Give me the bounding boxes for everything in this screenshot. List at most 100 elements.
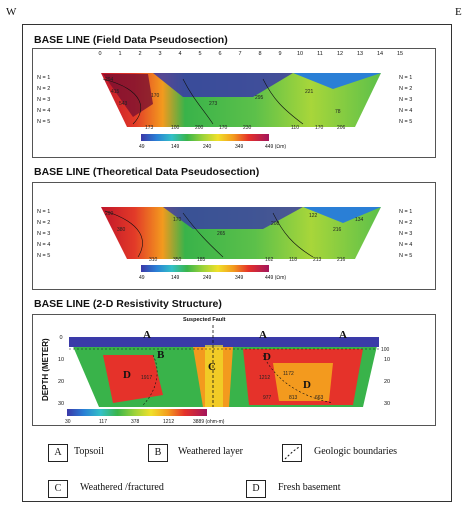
value-label: 100 <box>171 125 180 131</box>
value-label: 185 <box>197 257 206 263</box>
region-label: C <box>208 361 216 373</box>
x-tick: 6 <box>218 51 222 57</box>
colorbar <box>141 134 269 141</box>
value-label: 170 <box>173 217 182 223</box>
x-tick: 2 <box>138 51 142 57</box>
suspected-fault-label: Suspected Fault <box>183 317 226 323</box>
n-label: N = 3 <box>37 97 51 103</box>
legend-boundary-key <box>282 444 302 462</box>
value-label: 265 <box>217 231 226 237</box>
value-label: 813 <box>289 395 298 401</box>
dashed-boundary-icon <box>284 446 300 460</box>
panel1: N = 1 N = 2 N = 3 N = 4 N = 5 N = 1 N = … <box>32 48 436 158</box>
x-tick: 12 <box>336 51 344 57</box>
west-label: W <box>6 6 17 18</box>
region-label: D <box>303 379 311 391</box>
panel3: Suspected Fault DEPTH (METER) 0 10 20 30… <box>32 314 436 426</box>
value-label: 290 <box>105 211 114 217</box>
region-label: B <box>157 349 165 361</box>
n-label: N = 5 <box>399 119 413 125</box>
value-label: 1212 <box>259 375 271 381</box>
depth-tick: 0 <box>59 335 63 341</box>
colorbar <box>141 265 269 272</box>
n-label: N = 3 <box>399 231 413 237</box>
panel3-title: BASE LINE (2-D Resistivity Structure) <box>34 298 222 310</box>
x-tick: 5 <box>198 51 202 57</box>
value-label: 78 <box>335 109 341 115</box>
region-label: D <box>263 351 271 363</box>
colorbar-label: 449 (Ωm) <box>265 144 287 150</box>
n-label: N = 4 <box>399 242 413 248</box>
n-label: N = 2 <box>37 86 51 92</box>
value-label: 213 <box>313 257 322 263</box>
depth-axis-label: DEPTH (METER) <box>41 338 50 401</box>
value-label: 206 <box>337 125 346 131</box>
depth-tick: 20 <box>57 379 65 385</box>
value-label: 230 <box>243 125 252 131</box>
value-label: 208 <box>271 221 280 227</box>
value-label: 294 <box>105 77 114 83</box>
n-label: N = 1 <box>37 209 51 215</box>
n-label: N = 2 <box>399 86 413 92</box>
legend-fresh-basement: Fresh basement <box>278 482 341 493</box>
value-label: 415 <box>111 89 120 95</box>
x-tick: 8 <box>258 51 262 57</box>
n-label: N = 1 <box>399 75 413 81</box>
colorbar-label: 240 <box>203 144 212 150</box>
value-label: 110 <box>291 125 299 131</box>
value-label: 1917 <box>141 375 153 381</box>
value-label: 200 <box>195 125 204 131</box>
value-label: 118 <box>289 257 297 263</box>
colorbar-label: 49 <box>139 275 145 281</box>
panel2: N = 1 N = 2 N = 3 N = 4 N = 5 N = 1 N = … <box>32 182 436 290</box>
value-label: 310 <box>149 257 158 263</box>
colorbar-label: 117 <box>99 419 107 425</box>
colorbar-label: 378 <box>131 419 140 425</box>
n-label: N = 5 <box>37 253 51 259</box>
x-tick: 10 <box>296 51 304 57</box>
n-label: N = 2 <box>37 220 51 226</box>
x-tick: 15 <box>396 51 404 57</box>
x-tick: 0 <box>98 51 102 57</box>
depth-tick: 10 <box>383 357 391 363</box>
value-label: 122 <box>309 213 318 219</box>
x-tick: 11 <box>317 51 323 57</box>
n-label: N = 3 <box>37 231 51 237</box>
n-label: N = 5 <box>399 253 413 259</box>
n-label: N = 4 <box>37 242 51 248</box>
legend-topsoil: Topsoil <box>74 446 104 457</box>
colorbar-label: 30 <box>65 419 71 425</box>
value-label: 663 <box>315 395 324 401</box>
legend-geologic-boundaries: Geologic boundaries <box>314 446 398 457</box>
depth-tick: 30 <box>57 401 65 407</box>
value-label: 170 <box>151 93 160 99</box>
colorbar <box>67 409 207 416</box>
legend-weathered-layer: Weathered layer <box>178 446 243 457</box>
panel1-title: BASE LINE (Field Data Pseudosection) <box>34 34 228 46</box>
value-label: 173 <box>145 125 154 131</box>
value-label: 543 <box>119 101 128 107</box>
colorbar-label: 149 <box>171 144 180 150</box>
depth-tick: 30 <box>383 401 391 407</box>
value-label: 295 <box>255 95 264 101</box>
n-label: N = 2 <box>399 220 413 226</box>
value-label: 273 <box>209 101 218 107</box>
value-label: 134 <box>355 217 364 223</box>
depth-tick: 20 <box>383 379 391 385</box>
n-label: N = 3 <box>399 97 413 103</box>
legend-key-a: A <box>48 444 68 462</box>
x-tick: 4 <box>178 51 182 57</box>
region-label: A <box>143 329 151 341</box>
value-label: 170 <box>219 125 228 131</box>
x-tick: 14 <box>376 51 384 57</box>
colorbar-label: 449 (Ωm) <box>265 275 287 281</box>
figure-frame <box>22 24 452 502</box>
legend-key-b: B <box>148 444 168 462</box>
value-label: 350 <box>173 257 182 263</box>
region-label: A <box>259 329 267 341</box>
colorbar-label: 249 <box>203 275 212 281</box>
value-label: 221 <box>305 89 314 95</box>
value-label: 162 <box>265 257 274 263</box>
n-label: N = 4 <box>37 108 51 114</box>
x-tick: 3 <box>158 51 162 57</box>
